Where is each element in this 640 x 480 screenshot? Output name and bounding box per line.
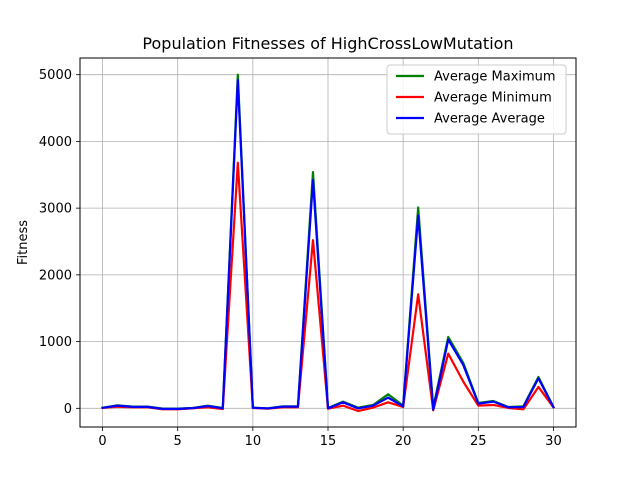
y-tick-label: 2000 [39,268,72,283]
x-tick-label: 15 [320,434,337,449]
x-tick-label: 0 [98,434,106,449]
y-axis-label: Fitness [16,220,31,265]
x-tick-label: 10 [245,434,262,449]
x-axis-ticks: 0 5 10 15 20 25 30 [98,427,562,449]
legend-box [386,64,567,135]
y-tick-label: 0 [64,402,72,417]
y-tick-label: 4000 [39,135,72,150]
legend: Average Maximum Average Minimum Average Av… [386,64,567,135]
x-tick-label: 30 [545,434,562,449]
y-tick-label: 1000 [39,335,72,350]
series-group [101,73,555,413]
series-line-average-average [101,78,555,411]
chart-title: Population Fitnesses of HighCrossLowMuta… [142,34,513,53]
y-axis-ticks: 0 1000 2000 3000 4000 5000 [39,68,80,417]
y-tick-label: 3000 [39,202,72,217]
legend-label: Average Maximum [434,70,556,85]
y-tick-label: 5000 [39,68,72,83]
legend-label: Average Minimum [434,91,552,106]
legend-label: Average Average [434,112,545,127]
x-tick-label: 25 [470,434,487,449]
x-tick-label: 20 [395,434,412,449]
x-tick-label: 5 [174,434,182,449]
